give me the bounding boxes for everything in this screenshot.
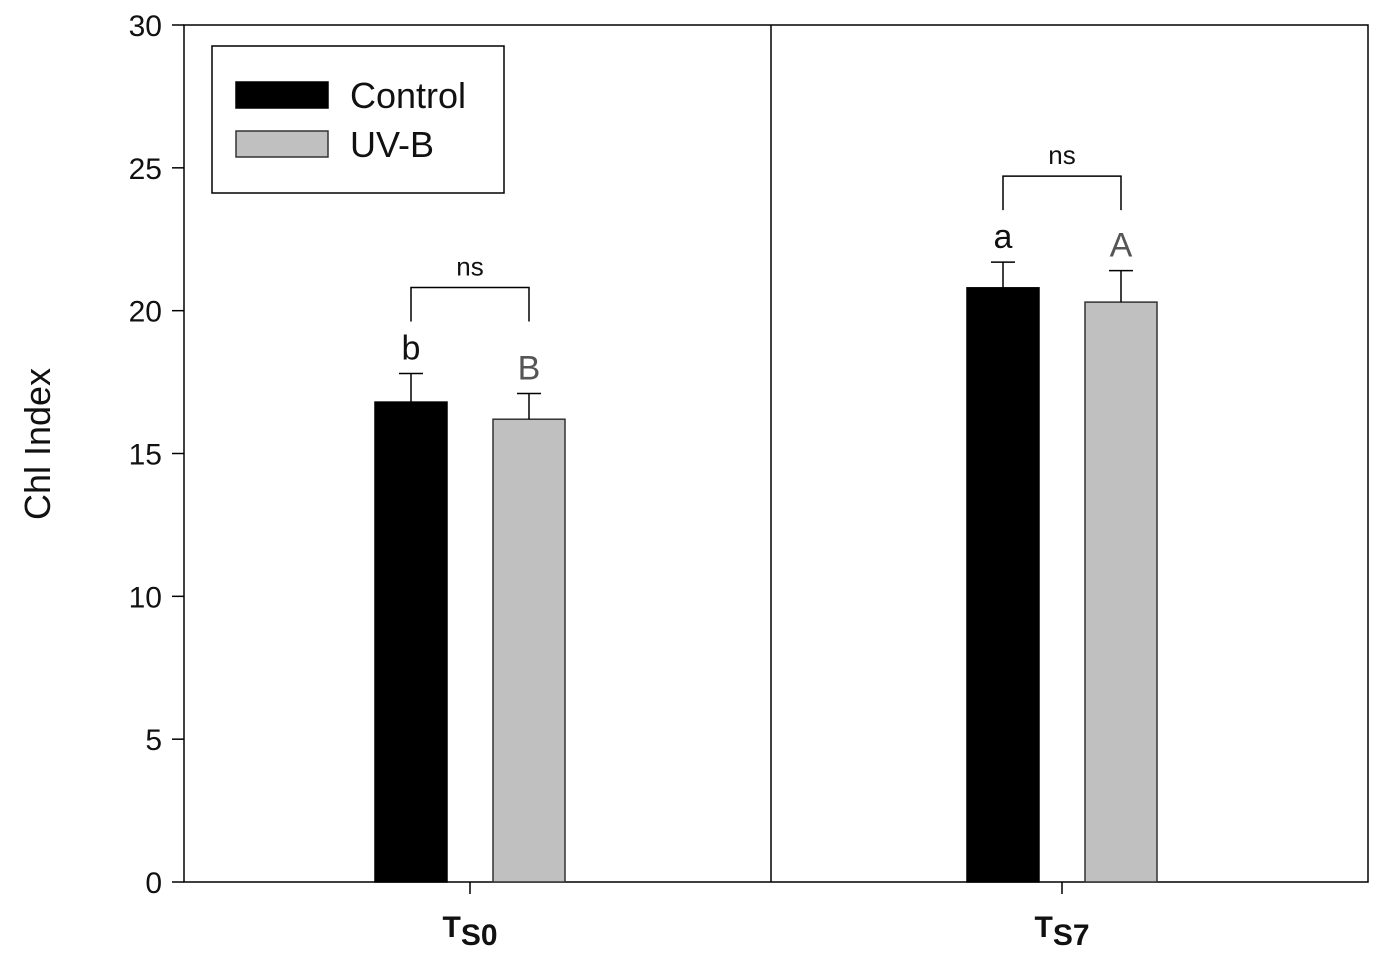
y-tick-label: 5 xyxy=(145,724,162,757)
bar-control xyxy=(374,401,448,883)
legend-label-control: Control xyxy=(350,75,466,116)
comparison-bracket xyxy=(1002,175,1122,211)
bars xyxy=(374,261,1158,883)
y-tick-label: 30 xyxy=(129,10,162,43)
x-tick-label: TS7 xyxy=(1034,911,1089,952)
comparison-label: ns xyxy=(456,252,483,282)
legend-swatch-control xyxy=(235,81,329,109)
y-tick-label: 10 xyxy=(129,581,162,614)
legend: Control UV-B xyxy=(211,45,505,194)
x-tick-label-main: T xyxy=(1034,911,1052,944)
significance-letter: B xyxy=(518,350,541,388)
significance-letter: A xyxy=(1110,227,1133,265)
bar-uv-b xyxy=(492,418,566,883)
y-tick-label: 15 xyxy=(129,439,162,472)
significance-letter: b xyxy=(402,330,421,368)
legend-label-uvb: UV-B xyxy=(350,124,434,165)
x-axis: TS0 TS7 xyxy=(442,882,1090,952)
y-axis: 0 5 10 15 20 25 30 xyxy=(129,10,184,900)
x-tick-label-sub: S0 xyxy=(461,919,498,952)
x-tick-label-sub: S7 xyxy=(1053,919,1090,952)
comparison-label: ns xyxy=(1048,140,1075,170)
comparison-bracket xyxy=(410,286,530,322)
x-tick-label: TS0 xyxy=(442,911,497,952)
x-tick-label-main: T xyxy=(442,911,460,944)
bar-control xyxy=(966,287,1040,883)
legend-box xyxy=(211,45,505,194)
y-tick-label: 20 xyxy=(129,296,162,329)
y-tick-label: 25 xyxy=(129,153,162,186)
annotations: b Bns a Ans xyxy=(402,140,1133,387)
legend-swatch-uvb xyxy=(235,130,329,158)
y-axis-title: Chl Index xyxy=(17,368,58,520)
significance-letter: a xyxy=(994,218,1013,256)
bar-uv-b xyxy=(1084,301,1158,883)
y-tick-label: 0 xyxy=(145,867,162,900)
